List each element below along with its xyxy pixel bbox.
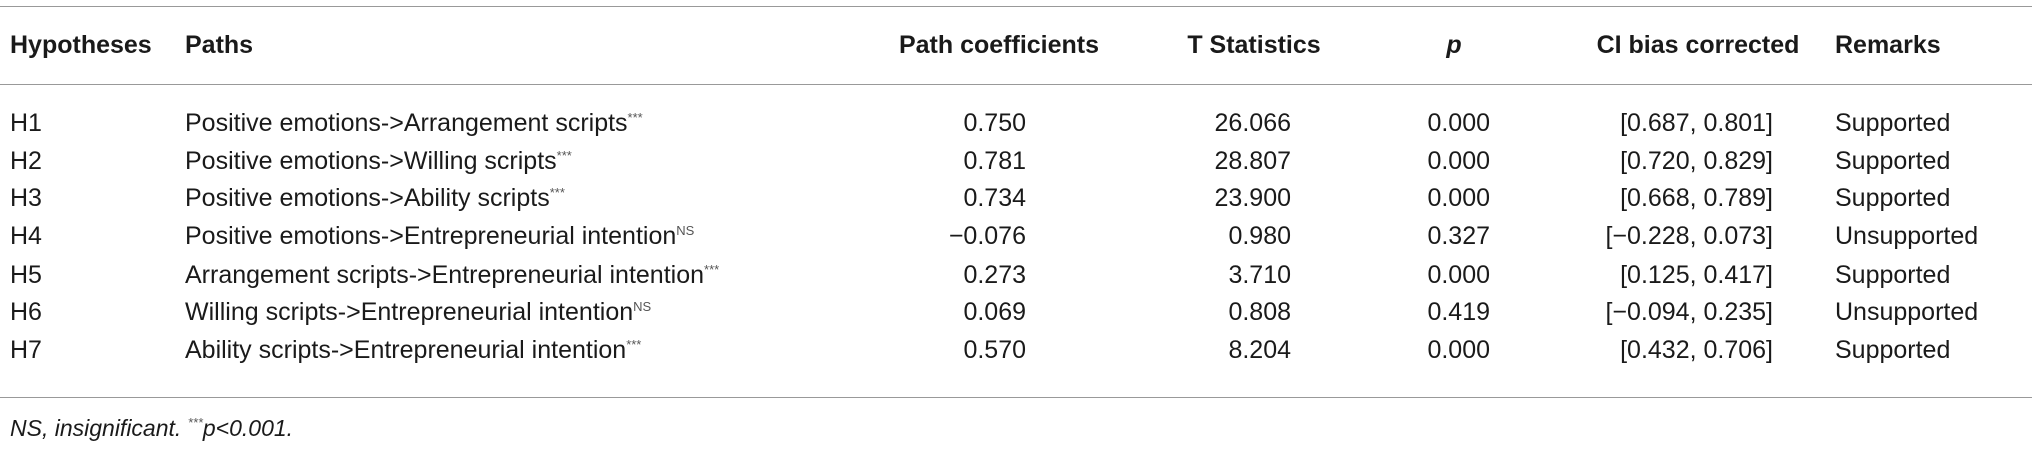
- table-cell: 0.781: [963, 147, 1026, 175]
- path-text: Positive emotions->Willing scripts: [185, 147, 557, 175]
- table-cell: 0.750: [963, 109, 1026, 137]
- table-cell: 8.204: [1228, 336, 1291, 364]
- path-cell: Ability scripts->Entrepreneurial intenti…: [185, 335, 641, 365]
- significance: ***: [627, 110, 643, 125]
- table-cell: 0.000: [1427, 109, 1490, 137]
- table-cell: 0.000: [1427, 184, 1490, 212]
- table-cell: 0.734: [963, 184, 1026, 212]
- table-cell: H5: [10, 261, 42, 289]
- path-text: Positive emotions->Arrangement scripts: [185, 109, 628, 137]
- path-cell: Positive emotions->Ability scripts***: [185, 183, 565, 213]
- significance: NS: [676, 223, 695, 238]
- path-text: Positive emotions->Entrepreneurial inten…: [185, 222, 677, 250]
- path-text: Arrangement scripts->Entrepreneurial int…: [185, 261, 705, 289]
- table-cell: 0.980: [1228, 222, 1291, 250]
- table-cell: 0.327: [1427, 222, 1490, 250]
- table-cell: 26.066: [1214, 109, 1291, 137]
- path-cell: Positive emotions->Arrangement scripts**…: [185, 108, 643, 138]
- table-cell: Unsupported: [1835, 298, 1979, 326]
- column-header: T Statistics: [1187, 31, 1321, 59]
- table-cell: [0.668, 0.789]: [1620, 184, 1773, 212]
- significance: ***: [549, 185, 565, 200]
- table-cell: [−0.094, 0.235]: [1605, 298, 1773, 326]
- column-header: Paths: [185, 31, 254, 59]
- significance: NS: [633, 299, 652, 314]
- table-cell: 0.069: [963, 298, 1026, 326]
- significance: ***: [704, 262, 720, 277]
- footnote-text: p<0.001.: [202, 415, 294, 441]
- table-cell: 0.570: [963, 336, 1026, 364]
- table-cell: H6: [10, 298, 42, 326]
- table-cell: H4: [10, 222, 42, 250]
- significance: ***: [626, 337, 642, 352]
- column-header: Remarks: [1835, 31, 1941, 59]
- table-cell: H2: [10, 147, 42, 175]
- column-header: CI bias corrected: [1596, 31, 1800, 59]
- table-cell: H1: [10, 109, 42, 137]
- table-cell: 3.710: [1228, 261, 1291, 289]
- table-cell: Supported: [1835, 184, 1951, 212]
- path-text: Willing scripts->Entrepreneurial intenti…: [185, 298, 634, 326]
- table-cell: 0.808: [1228, 298, 1291, 326]
- footnote-text: NS, insignificant.: [10, 415, 188, 441]
- table-cell: [0.125, 0.417]: [1620, 261, 1773, 289]
- table-cell: 23.900: [1214, 184, 1291, 212]
- table-cell: −0.076: [948, 222, 1026, 250]
- path-cell: Willing scripts->Entrepreneurial intenti…: [185, 297, 651, 327]
- table-cell: [0.720, 0.829]: [1620, 147, 1773, 175]
- table-cell: [0.432, 0.706]: [1620, 336, 1773, 364]
- table-cell: Supported: [1835, 109, 1951, 137]
- table-cell: 0.000: [1427, 336, 1490, 364]
- path-cell: Positive emotions->Entrepreneurial inten…: [185, 221, 694, 251]
- table-cell: H3: [10, 184, 42, 212]
- table-cell: 0.000: [1427, 261, 1490, 289]
- table-cell: [0.687, 0.801]: [1620, 109, 1773, 137]
- header-rule: [0, 84, 2032, 85]
- column-header: Hypotheses: [10, 31, 152, 59]
- table-cell: Supported: [1835, 336, 1951, 364]
- table-cell: [−0.228, 0.073]: [1605, 222, 1773, 250]
- bottom-rule: [0, 397, 2032, 398]
- table-cell: 0.419: [1427, 298, 1490, 326]
- path-text: Positive emotions->Ability scripts: [185, 184, 550, 212]
- table-cell: Unsupported: [1835, 222, 1979, 250]
- table-cell: 0.000: [1427, 147, 1490, 175]
- table-cell: Supported: [1835, 147, 1951, 175]
- column-header: p: [1446, 31, 1462, 59]
- footnote-sup: ***: [187, 415, 203, 430]
- significance: ***: [556, 148, 572, 163]
- table-cell: 0.273: [963, 261, 1026, 289]
- path-cell: Arrangement scripts->Entrepreneurial int…: [185, 260, 719, 290]
- footnote: NS, insignificant. ***p<0.001.: [10, 413, 293, 443]
- path-text: Ability scripts->Entrepreneurial intenti…: [185, 336, 627, 364]
- path-cell: Positive emotions->Willing scripts***: [185, 146, 572, 176]
- column-header: Path coefficients: [898, 31, 1100, 59]
- table-cell: Supported: [1835, 261, 1951, 289]
- top-rule: [0, 6, 2032, 7]
- table-cell: 28.807: [1214, 147, 1291, 175]
- table-cell: H7: [10, 336, 42, 364]
